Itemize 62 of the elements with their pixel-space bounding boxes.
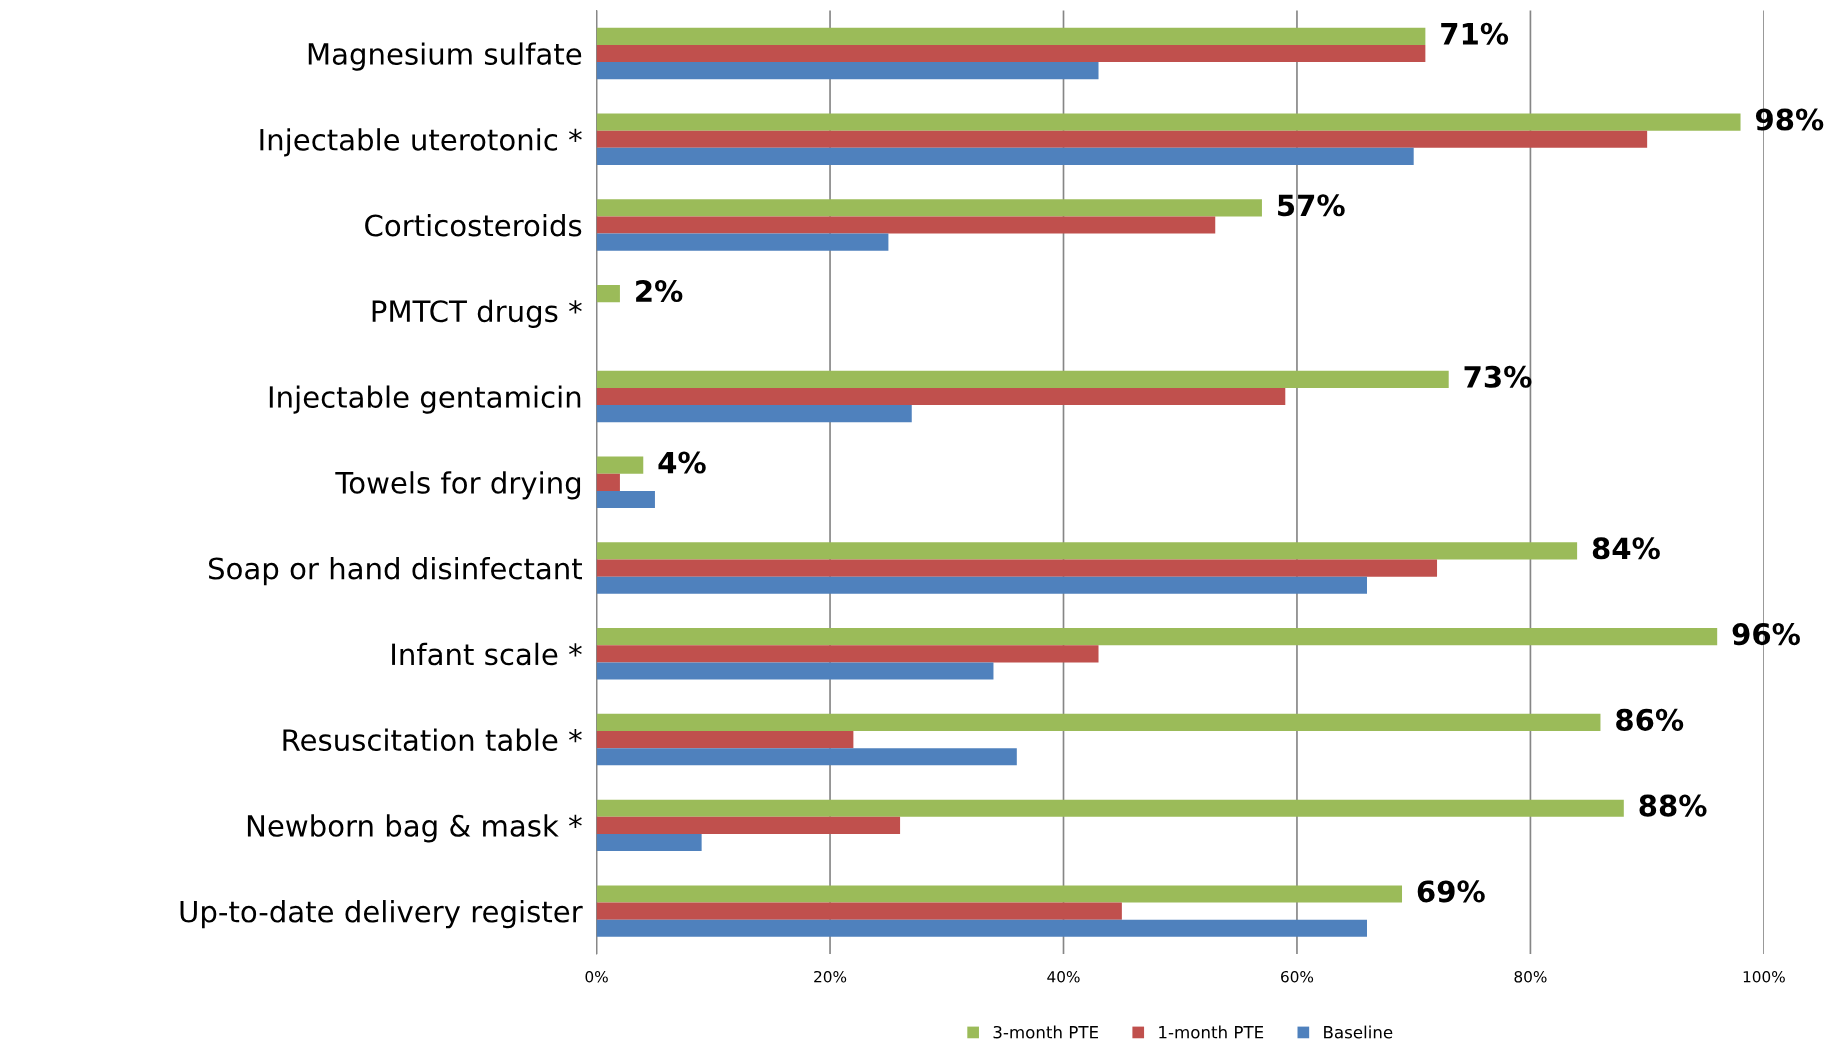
bar [596,902,1122,920]
y-tick-label: Injectable gentamicin [269,385,581,414]
y-tick-label: Infant scale * [392,642,582,666]
y-tick-label: PMTCT drugs * [372,299,582,328]
bar [596,113,1741,131]
bar [596,799,1624,817]
data-label: 57% [1278,194,1345,217]
y-tick-label: Towels for drying [335,471,581,500]
bar [596,147,1414,165]
bar [596,44,1426,63]
bar [596,216,1216,234]
bar [596,387,1286,406]
bar [596,731,854,749]
bar [596,199,1262,217]
bar [596,473,620,491]
x-tick-label: 100% [1743,970,1785,983]
x-tick-label: 80% [1514,970,1547,983]
bar [596,233,889,251]
bar [596,490,655,509]
bar [596,370,1449,388]
legend-label: 3-month PTE [993,1025,1099,1039]
data-label: 88% [1639,794,1707,817]
x-tick-label: 40% [1047,970,1080,983]
bar [596,713,1601,732]
bar [596,576,1367,594]
legend-label: 1-month PTE [1159,1025,1264,1039]
bar [596,833,702,852]
bar [596,27,1426,45]
bar [596,130,1648,148]
bar [596,559,1438,577]
bar [596,748,1017,766]
bar [596,645,1099,663]
y-tick-label: Magnesium sulfate [308,42,582,71]
bar [596,628,1718,646]
bar [596,816,901,834]
data-label: 71% [1441,22,1509,45]
data-label: 69% [1417,880,1485,903]
bar [596,456,644,474]
data-label: 2% [636,280,683,303]
bar [596,62,1099,80]
data-label: 96% [1732,623,1800,646]
y-tick-label: Up-to-date delivery register [180,900,583,929]
x-tick-label: 20% [814,970,847,983]
bar [596,662,994,680]
y-tick-label: Resuscitation table * [283,728,582,752]
bar [596,542,1578,560]
data-label: 86% [1616,708,1684,731]
data-label: 4% [658,451,706,474]
data-label: 98% [1755,108,1824,131]
bar [596,285,620,303]
bar [596,885,1403,903]
data-label: 84% [1592,537,1660,560]
y-tick-label: Soap or hand disinfectant [208,556,582,586]
legend-label: Baseline [1324,1025,1393,1039]
bar [596,405,912,423]
x-tick-label: 0% [585,970,608,983]
data-label: 73% [1464,365,1532,388]
y-tick-label: Newborn bag & mask * [247,814,582,843]
bar [596,919,1367,937]
y-tick-label: Injectable uterotonic * [260,128,582,157]
x-tick-label: 60% [1281,970,1314,983]
y-tick-label: Corticosteroids [365,213,582,237]
